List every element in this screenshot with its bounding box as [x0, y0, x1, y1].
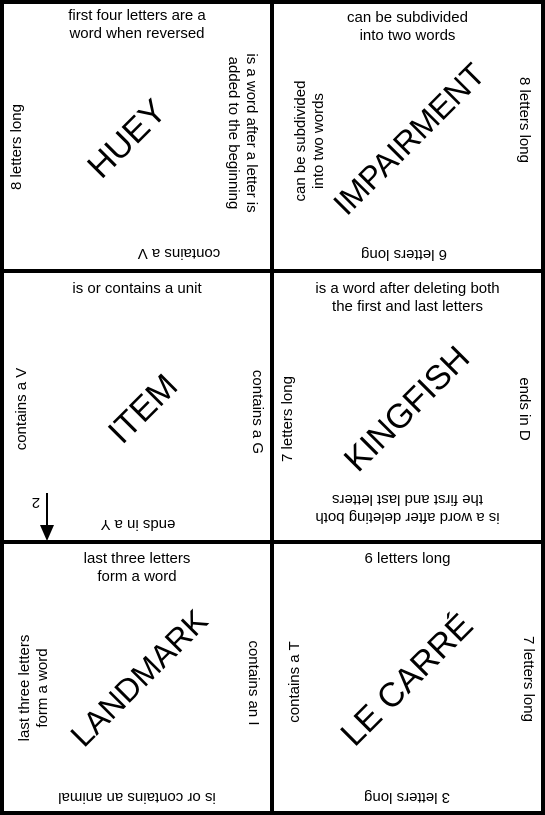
tile-top-clue: is or contains a unit	[72, 280, 202, 297]
tile-right-clue: 7 letters long	[520, 636, 537, 722]
tile-top-clue: first four letters are a word when rever…	[68, 7, 206, 42]
divider-vertical	[270, 0, 274, 815]
tile-word: HUEY	[80, 92, 174, 186]
border-right	[541, 0, 545, 815]
tile-landmark: last three letters form a word contains …	[4, 544, 270, 811]
tile-bottom-clue: ends in a Y	[100, 516, 176, 533]
tile-bottom-clue: 3 letters long	[364, 789, 450, 806]
tile-bottom-clue: contains a V	[137, 245, 221, 262]
tile-right-clue: ends in D	[516, 377, 533, 441]
divider-horizontal-1	[0, 269, 545, 273]
tile-top-clue: can be subdivided into two words	[347, 9, 468, 44]
tile-left-clue: contains a V	[13, 367, 30, 451]
tile-right-clue: contains an I	[245, 640, 262, 726]
tile-huey: first four letters are a word when rever…	[4, 4, 270, 269]
marker-number: 2	[31, 494, 41, 511]
arrow-down-icon	[35, 491, 59, 540]
tile-left-clue: 7 letters long	[279, 376, 296, 462]
tile-top-clue: 6 letters long	[364, 550, 451, 567]
tile-top-clue: is a word after deleting both the first …	[315, 280, 500, 315]
tile-word: LE CARRÉ	[333, 606, 481, 754]
tile-item: is or contains a unit contains a G ends …	[4, 273, 270, 540]
tile-kingfish: is a word after deleting both the first …	[274, 273, 541, 540]
border-left	[0, 0, 4, 815]
tile-right-clue: contains a G	[249, 369, 266, 455]
tile-right-clue: is a word after a letter is added to the…	[225, 53, 260, 213]
tile-top-clue: last three letters form a word	[83, 550, 191, 585]
tile-impairment: can be subdivided into two words 8 lette…	[274, 4, 541, 269]
tile-le-carre: 6 letters long 7 letters long 3 letters …	[274, 544, 541, 811]
tile-left-clue: contains a T	[286, 641, 303, 723]
tile-word: ITEM	[100, 366, 186, 452]
divider-horizontal-2	[0, 540, 545, 544]
